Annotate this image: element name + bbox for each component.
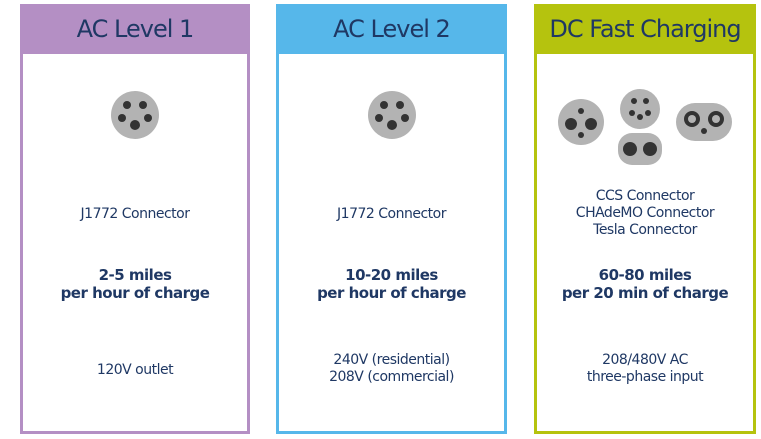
speed: 2-5 miles [98,266,172,284]
speed: 60-80 miles [598,266,692,284]
column-title: AC Level 2 [276,4,507,54]
connector-icon [558,99,604,145]
power: 120V outlet [96,362,174,378]
connector-icon [111,91,159,139]
speed: per hour of charge [60,284,210,302]
power: 240V (residential) [333,352,450,368]
connector: Tesla Connector [593,222,697,238]
speed: 10-20 miles [345,266,438,284]
connector: CCS Connector [595,188,695,204]
speed: per hour of charge [317,284,466,302]
power: 208V (commercial) [329,369,454,385]
connector-icon [618,89,662,165]
column-title: AC Level 1 [20,4,250,54]
column: AC Level 1 J1772 Connector 2-5 miles per… [20,4,250,434]
column: AC Level 2 J1772 Connector 10-20 miles p… [276,4,507,434]
connector: J1772 Connector [337,206,446,222]
connector-icon [367,91,416,139]
power: 208/480V AC [602,352,688,368]
icons [537,87,753,167]
icons [23,89,247,141]
column: DC Fast Charging CCS Connector CHAdeMO C… [534,4,756,434]
connector: CHAdeMO Connector [575,205,715,221]
speed: per 20 min of charge [561,284,729,302]
column-title: DC Fast Charging [534,4,756,54]
icons [279,89,504,141]
connector: J1772 Connector [80,206,190,222]
connector-icon [676,103,732,141]
power: three-phase input [586,369,704,385]
